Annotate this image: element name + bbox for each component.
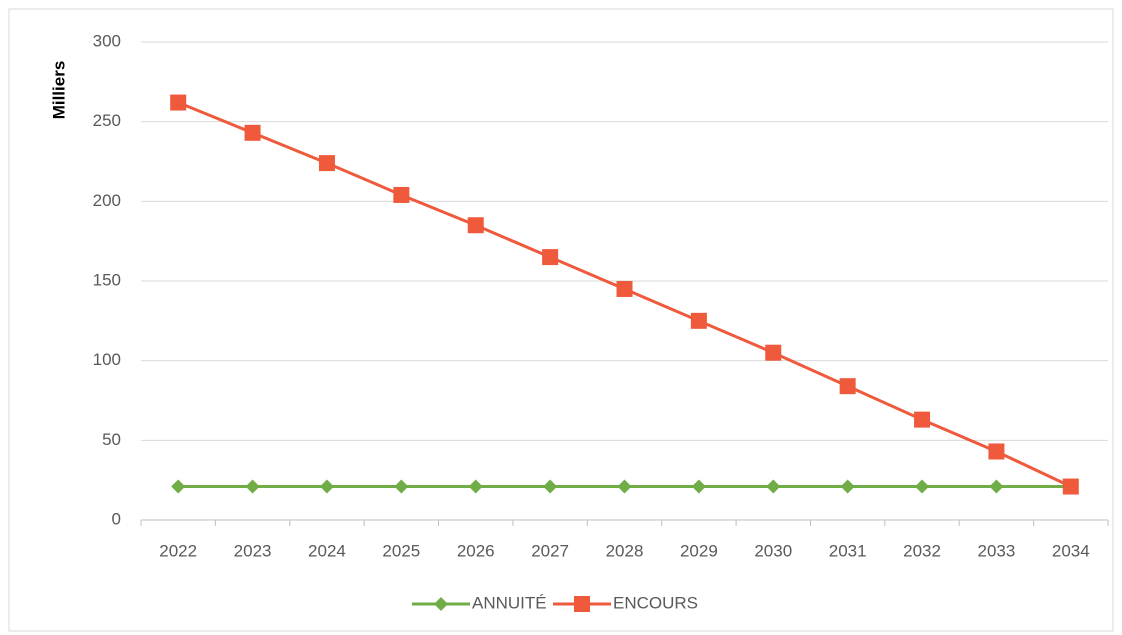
y-tick-label: 0 [112, 509, 121, 528]
point [245, 479, 260, 494]
point [766, 479, 781, 494]
x-tick-label: 2034 [1052, 541, 1090, 560]
point [542, 249, 559, 266]
point [1062, 478, 1079, 495]
legend-label: ANNUITÉ [472, 593, 547, 612]
x-tick-label: 2026 [457, 541, 495, 560]
point [394, 479, 409, 494]
x-tick-label: 2033 [978, 541, 1016, 560]
point [989, 479, 1004, 494]
point [839, 378, 856, 395]
y-tick-label: 50 [102, 430, 121, 449]
point [617, 479, 632, 494]
x-tick-label: 2029 [680, 541, 718, 560]
chart-border [8, 8, 1114, 632]
y-tick-label: 100 [93, 350, 121, 369]
point [691, 479, 706, 494]
point [765, 344, 782, 361]
point [319, 479, 334, 494]
point [988, 443, 1005, 460]
point [915, 479, 930, 494]
legend-marker [434, 597, 448, 611]
point [914, 411, 931, 428]
x-tick-label: 2027 [531, 541, 569, 560]
y-tick-label: 200 [93, 191, 121, 210]
y-tick-label: 150 [93, 270, 121, 289]
x-tick-label: 2023 [234, 541, 272, 560]
y-axis-title: Milliers [49, 61, 68, 120]
point [318, 155, 335, 172]
x-tick-label: 2022 [159, 541, 197, 560]
point [840, 479, 855, 494]
x-tick-label: 2024 [308, 541, 346, 560]
point [393, 186, 410, 203]
legend-marker [574, 596, 590, 612]
x-tick-label: 2032 [903, 541, 941, 560]
point [543, 479, 558, 494]
point [690, 312, 707, 329]
point [616, 280, 633, 297]
y-tick-label: 250 [93, 111, 121, 130]
x-tick-label: 2025 [382, 541, 420, 560]
point [468, 479, 483, 494]
x-tick-label: 2030 [754, 541, 792, 560]
x-tick-label: 2028 [606, 541, 644, 560]
y-tick-label: 300 [93, 31, 121, 50]
point [244, 124, 261, 141]
point [171, 479, 186, 494]
point [467, 217, 484, 234]
point [170, 94, 187, 111]
x-tick-label: 2031 [829, 541, 867, 560]
legend-label: ENCOURS [613, 593, 698, 612]
